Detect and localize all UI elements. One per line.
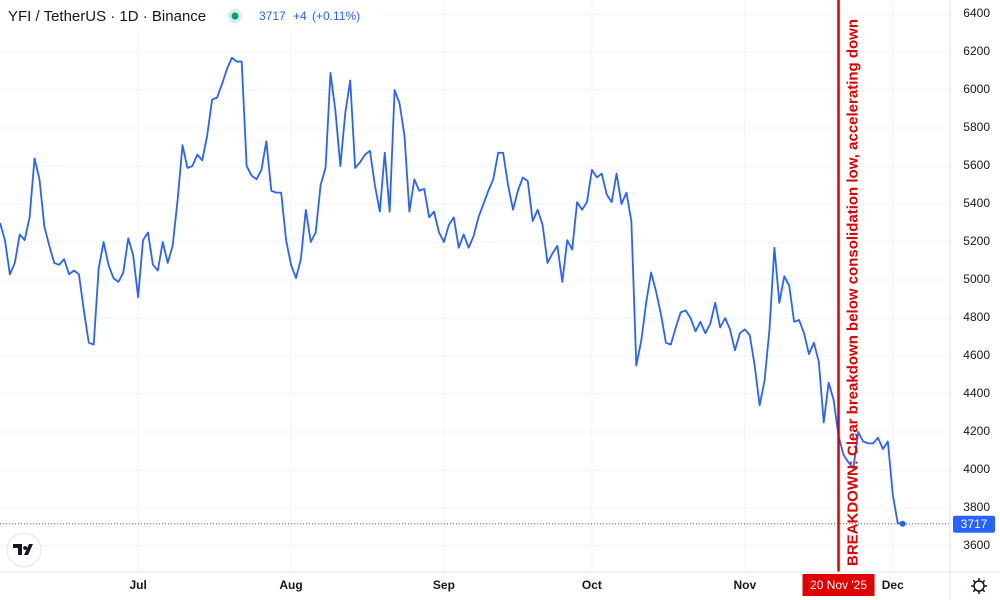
axes: 3600 3800 4000 4200 4400 4600 4800 5000 5200 5400… <box>129 6 995 596</box>
x-tick-label: Oct <box>582 578 602 592</box>
header-price: 3717 <box>259 9 286 23</box>
y-tick-label: 5800 <box>963 120 990 134</box>
x-tick-label: Jul <box>129 578 146 592</box>
x-tick-label: Sep <box>433 578 455 592</box>
y-tick-label: 4400 <box>963 386 990 400</box>
y-tick-label: 4800 <box>963 310 990 324</box>
crosshair-label-box <box>802 574 875 596</box>
y-tick-label: 5600 <box>963 158 990 172</box>
crosshair-label: 20 Nov '25 <box>810 578 867 592</box>
settings-icon[interactable] <box>971 578 987 594</box>
last-price-box <box>953 515 995 533</box>
header-bg <box>0 0 380 32</box>
y-tick-label: 5400 <box>963 196 990 210</box>
chart-title: YFI / TetherUS · 1D · Binance <box>8 8 206 25</box>
y-tick-label: 4200 <box>963 424 990 438</box>
y-tick-label: 3600 <box>963 538 990 552</box>
y-tick-label: 4000 <box>963 462 990 476</box>
logo-bg <box>6 532 42 568</box>
header-change-pct: (+0.11%) <box>312 9 360 23</box>
x-tick-label: Nov <box>733 578 756 592</box>
last-point <box>899 520 906 527</box>
annotation-text: BREAKDOWN: Clear breakdown below consoli… <box>844 19 861 566</box>
y-tick-label: 6000 <box>963 82 990 96</box>
y-tick-label: 5200 <box>963 234 990 248</box>
status-dot <box>231 12 239 20</box>
y-tick-label: 4600 <box>963 348 990 362</box>
last-price-label: 3717 <box>961 517 988 531</box>
x-tick-label: Dec <box>882 578 904 592</box>
y-tick-label: 5000 <box>963 272 990 286</box>
logo-mark <box>13 544 33 555</box>
tv-logo <box>6 532 42 568</box>
plot: BREAKDOWN: Clear breakdown below consoli… <box>0 0 950 572</box>
y-tick-label: 6200 <box>963 44 990 58</box>
header-change: +4 <box>293 9 307 23</box>
y-tick-label: 3800 <box>963 500 990 514</box>
y-tick-label: 6400 <box>963 6 990 20</box>
x-tick-label: Aug <box>279 578 302 592</box>
header: YFI / TetherUS · 1D · Binance 3717 +4 (+… <box>0 0 380 32</box>
gear-teeth[interactable] <box>971 578 987 594</box>
price-line <box>0 56 903 525</box>
grid <box>0 0 950 572</box>
